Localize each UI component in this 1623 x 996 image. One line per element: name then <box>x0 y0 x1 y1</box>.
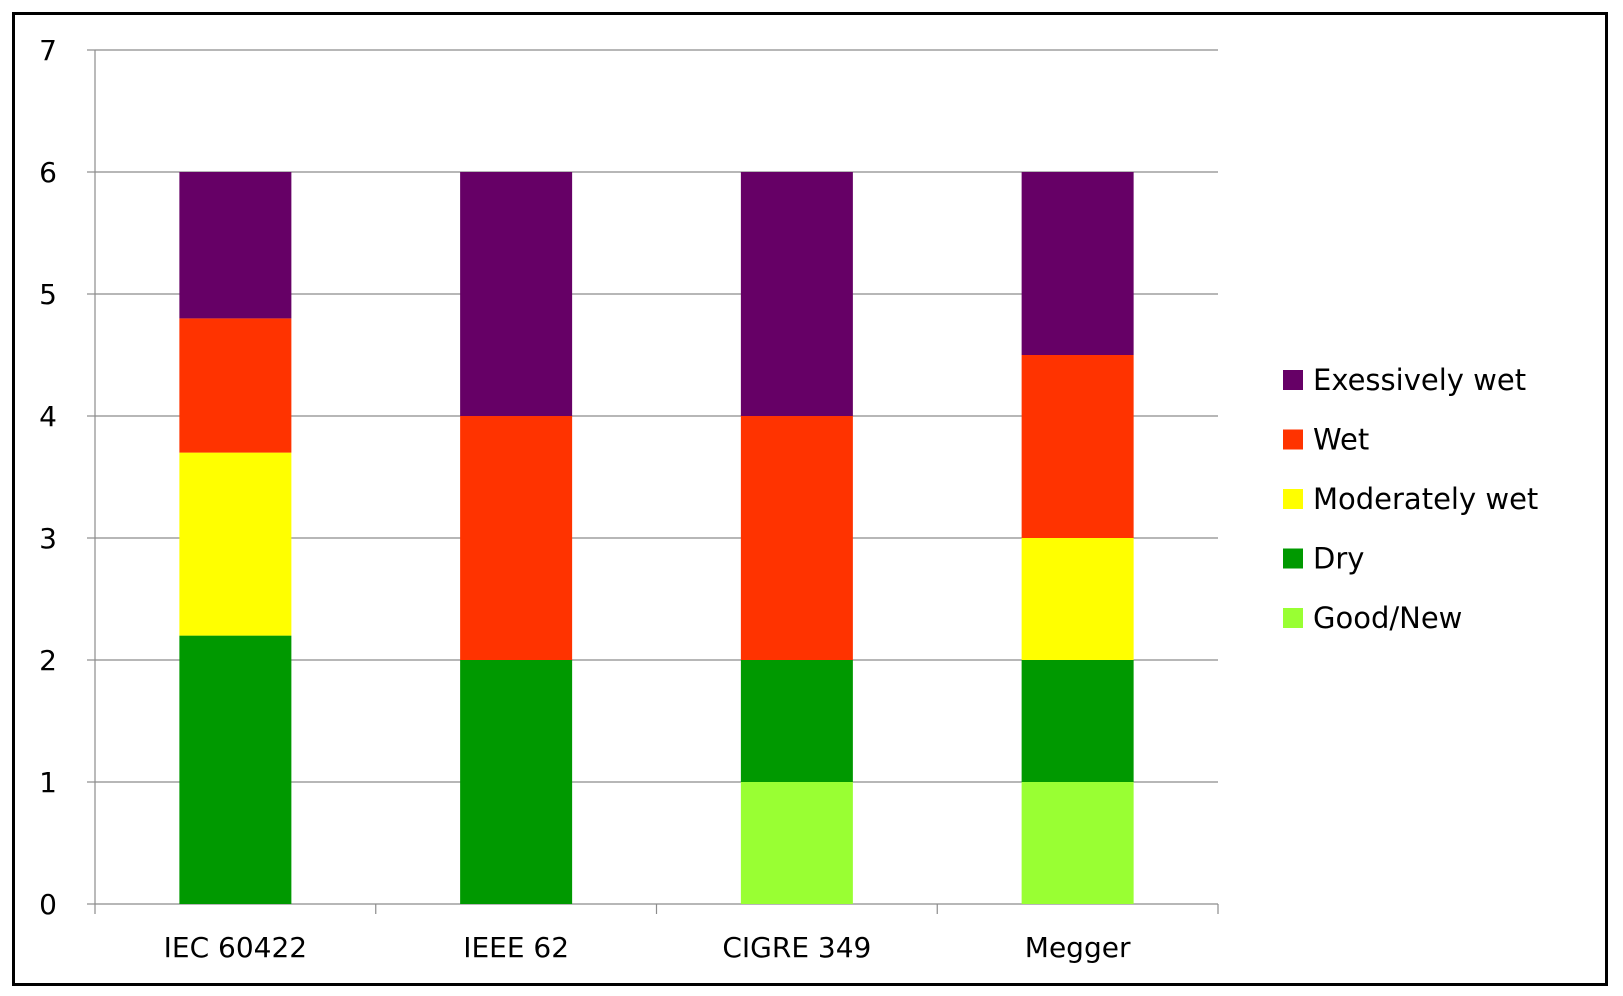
bar-segment-dry <box>179 635 292 904</box>
y-tick-label: 6 <box>39 156 57 189</box>
bar-segment-wet <box>740 416 853 660</box>
bar-segment-dry <box>740 660 853 782</box>
bar-segment-exessively-wet <box>179 172 292 319</box>
x-tick-label: CIGRE 349 <box>722 931 871 964</box>
bar-segment-moderately-wet <box>1021 538 1134 660</box>
bar-segment-dry <box>460 660 573 904</box>
y-tick-label: 4 <box>39 400 57 433</box>
legend: Exessively wet Wet Moderately wet Dry Good/N… <box>1283 363 1538 635</box>
legend-label: Dry <box>1313 542 1364 576</box>
bar-segment-exessively-wet <box>1021 172 1134 355</box>
bar-segment-wet <box>179 318 292 453</box>
legend-swatch <box>1283 429 1303 450</box>
y-tick-label: 2 <box>39 644 57 677</box>
y-tick-label: 3 <box>39 522 57 555</box>
bars <box>179 172 1134 904</box>
legend-swatch <box>1283 608 1303 628</box>
bar-segment-wet <box>1021 355 1134 538</box>
y-tick-label: 1 <box>39 766 57 799</box>
y-tick-label: 0 <box>39 888 57 921</box>
x-tick-label: Megger <box>1025 931 1131 964</box>
x-tick-label: IEEE 62 <box>463 931 569 964</box>
legend-label: Exessively wet <box>1313 363 1526 397</box>
bar-segment-exessively-wet <box>460 172 573 416</box>
y-tick-label: 5 <box>39 278 57 311</box>
y-tick-label: 7 <box>39 34 57 67</box>
legend-swatch <box>1283 370 1303 390</box>
bar-segment-good-new <box>740 782 853 904</box>
x-tick-label: IEC 60422 <box>164 931 307 964</box>
bar-segment-moderately-wet <box>179 452 292 636</box>
bar-segment-exessively-wet <box>740 172 853 416</box>
y-axis-ticks: 0 1 2 3 4 5 6 7 <box>39 34 95 921</box>
legend-swatch <box>1283 489 1303 509</box>
bar-segment-dry <box>1021 660 1134 782</box>
bar-segment-good-new <box>1021 782 1134 904</box>
legend-swatch <box>1283 548 1303 569</box>
bar-segment-wet <box>460 416 573 660</box>
legend-label: Good/New <box>1313 601 1462 635</box>
legend-label: Wet <box>1313 423 1369 457</box>
x-axis-ticks: IEC 60422 IEEE 62 CIGRE 349 Megger <box>94 904 1219 964</box>
legend-label: Moderately wet <box>1313 482 1538 516</box>
